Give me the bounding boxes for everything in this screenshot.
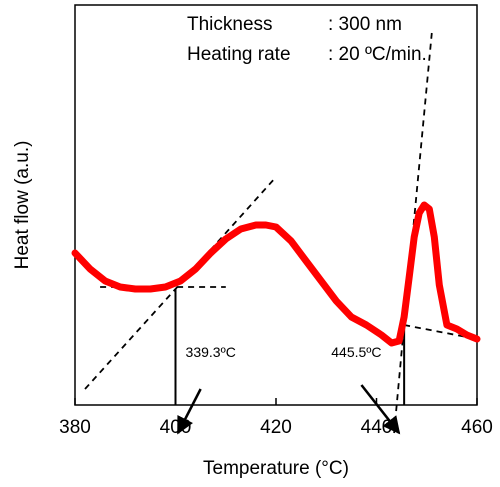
data-point <box>465 333 469 337</box>
data-point <box>432 235 436 239</box>
annotation-label-2: 445.5ºC <box>331 344 381 360</box>
info-label-1: Thickness <box>187 14 273 35</box>
x-tick-label: 460 <box>461 417 493 438</box>
y-axis-title: Heat flow (a.u.) <box>12 141 33 270</box>
annotation-arrow-1 <box>176 388 202 435</box>
data-point <box>364 323 368 327</box>
data-point <box>224 237 228 241</box>
info-label-2: Heating rate <box>187 44 291 65</box>
data-point <box>264 223 268 227</box>
data-point <box>73 251 77 255</box>
data-point <box>88 267 92 271</box>
x-tick-label: 440 <box>361 417 393 438</box>
x-tick-label: 420 <box>260 417 292 438</box>
data-point <box>118 285 122 289</box>
data-point <box>194 267 198 271</box>
data-point <box>349 315 353 319</box>
plot-frame <box>74 4 478 406</box>
data-point <box>455 327 459 331</box>
data-point <box>475 337 479 341</box>
data-point <box>437 283 441 287</box>
info-value-1: : 300 nm <box>328 14 402 35</box>
x-axis-title: Temperature (°C) <box>203 458 349 479</box>
data-point <box>427 207 431 211</box>
data-point <box>422 203 426 207</box>
series-line-1 <box>71 201 481 347</box>
data-point <box>397 339 401 343</box>
info-box: Thickness : 300 nm Heating rate : 20 ºC/min… <box>187 14 427 65</box>
data-point <box>163 285 167 289</box>
x-axis: 380 400 420 440 460 <box>59 398 493 438</box>
data-point <box>103 279 107 283</box>
data-point <box>179 279 183 283</box>
data-point <box>209 251 213 255</box>
tangent-line-3 <box>393 32 433 434</box>
data-point <box>289 239 293 243</box>
data-point <box>407 275 411 279</box>
data-point <box>417 211 421 215</box>
data-point <box>319 279 323 283</box>
data-point <box>304 259 308 263</box>
data-point <box>148 287 152 291</box>
tangent-line-4 <box>403 324 478 340</box>
plot-area: 339.3ºC 445.5ºC <box>71 32 481 435</box>
data-point <box>380 333 384 337</box>
annotation-label-1: 339.3ºC <box>186 344 236 360</box>
data-point <box>402 315 406 319</box>
data-point <box>390 341 394 345</box>
data-point <box>445 323 449 327</box>
data-point <box>412 235 416 239</box>
data-point <box>239 227 243 231</box>
data-point <box>274 225 278 229</box>
x-tick-label: 400 <box>160 417 192 438</box>
annotation-arrow-2 <box>360 384 401 435</box>
data-point <box>254 223 258 227</box>
info-value-2: : 20 ºC/min. <box>328 44 427 65</box>
x-tick-label: 380 <box>59 417 91 438</box>
data-point <box>133 287 137 291</box>
data-point <box>334 299 338 303</box>
